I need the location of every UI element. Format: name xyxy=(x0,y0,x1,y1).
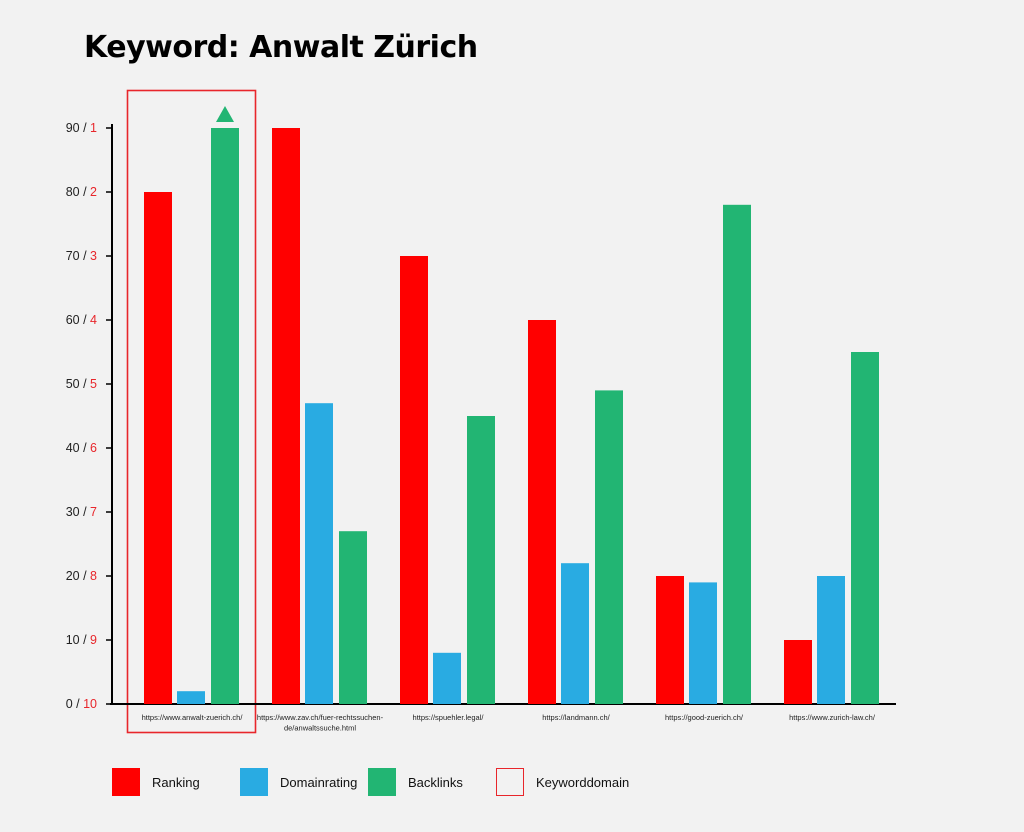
bar-ranking-6 xyxy=(784,640,812,704)
y-tick-label-40: 40 / 6 xyxy=(66,441,97,455)
y-tick-rank-label: 10 xyxy=(83,697,97,711)
y-tick-label-60: 60 / 4 xyxy=(66,313,97,327)
y-tick-value-label: 20 / xyxy=(66,569,90,583)
legend-item-ranking: Ranking xyxy=(112,766,200,798)
bar-domainrating-2 xyxy=(305,403,333,704)
y-tick-value-label: 50 / xyxy=(66,377,90,391)
bar-ranking-4 xyxy=(528,320,556,704)
legend-item-domainrating: Domainrating xyxy=(240,766,357,798)
bar-ranking-3 xyxy=(400,256,428,704)
y-tick-label-20: 20 / 8 xyxy=(66,569,97,583)
y-tick-label-30: 30 / 7 xyxy=(66,505,97,519)
bar-ranking-2 xyxy=(272,128,300,704)
y-tick-rank-label: 7 xyxy=(90,505,97,519)
bar-backlinks-2 xyxy=(339,531,367,704)
bar-backlinks-1 xyxy=(211,128,239,704)
y-tick-rank-label: 8 xyxy=(90,569,97,583)
y-tick-label-80: 80 / 2 xyxy=(66,185,97,199)
x-tick-label-4: https://landmann.ch/ xyxy=(542,713,610,722)
y-tick-value-label: 80 / xyxy=(66,185,90,199)
y-tick-label-70: 70 / 3 xyxy=(66,249,97,263)
x-tick-label-1: https://www.anwalt-zuerich.ch/ xyxy=(142,713,244,722)
y-tick-rank-label: 5 xyxy=(90,377,97,391)
legend-swatch-backlinks xyxy=(368,768,396,796)
y-tick-value-label: 70 / xyxy=(66,249,90,263)
bar-domainrating-3 xyxy=(433,652,461,704)
y-tick-value-label: 90 / xyxy=(66,121,90,135)
y-tick-rank-label: 1 xyxy=(90,121,97,135)
legend-swatch-ranking xyxy=(112,768,140,796)
bar-backlinks-6 xyxy=(851,352,879,704)
x-tick-label-5: https://good-zuerich.ch/ xyxy=(665,713,744,722)
y-tick-rank-label: 6 xyxy=(90,441,97,455)
x-tick-label-2-line-1: https://www.zav.ch/fuer-rechtssuchen- xyxy=(257,713,384,722)
legend-item-keyworddomain: Keyworddomain xyxy=(496,766,629,798)
legend-swatch-domainrating xyxy=(240,768,268,796)
legend-swatch-keyworddomain xyxy=(496,768,524,796)
highlight-triangle-marker xyxy=(216,106,234,122)
bar-backlinks-4 xyxy=(595,390,623,704)
x-tick-label-3: https://spuehler.legal/ xyxy=(413,713,485,722)
y-tick-value-label: 0 / xyxy=(66,697,83,711)
chart-title: Keyword: Anwalt Zürich xyxy=(84,30,478,65)
y-tick-label-50: 50 / 5 xyxy=(66,377,97,391)
y-tick-label-0: 0 / 10 xyxy=(66,697,97,711)
x-tick-label-2-line-2: de/anwaltssuche.html xyxy=(284,724,356,733)
y-tick-value-label: 10 / xyxy=(66,633,90,647)
y-tick-value-label: 30 / xyxy=(66,505,90,519)
bar-ranking-5 xyxy=(656,576,684,704)
y-tick-label-90: 90 / 1 xyxy=(66,121,97,135)
keyworddomain-highlight-box xyxy=(126,89,257,734)
legend-label-domainrating: Domainrating xyxy=(280,774,358,790)
y-tick-rank-label: 2 xyxy=(90,185,97,199)
legend-label-keyworddomain: Keyworddomain xyxy=(536,774,630,790)
y-tick-value-label: 40 / xyxy=(66,441,90,455)
legend-label-backlinks: Backlinks xyxy=(408,774,463,790)
bar-domainrating-6 xyxy=(817,576,845,704)
y-tick-label-10: 10 / 9 xyxy=(66,633,97,647)
bar-domainrating-4 xyxy=(561,563,589,704)
y-tick-rank-label: 3 xyxy=(90,249,97,263)
bar-ranking-1 xyxy=(144,192,172,704)
bar-domainrating-1 xyxy=(177,691,205,704)
y-tick-value-label: 60 / xyxy=(66,313,90,327)
bar-backlinks-5 xyxy=(723,204,751,705)
bar-domainrating-5 xyxy=(689,582,717,704)
legend: Ranking Domainrating Backlinks Keyworddo… xyxy=(0,766,1024,800)
bar-backlinks-3 xyxy=(467,416,495,704)
y-tick-rank-label: 9 xyxy=(90,633,97,647)
legend-label-ranking: Ranking xyxy=(152,774,200,790)
legend-item-backlinks: Backlinks xyxy=(368,766,463,798)
y-tick-rank-label: 4 xyxy=(90,313,97,327)
x-tick-label-6: https://www.zurich-law.ch/ xyxy=(789,713,876,722)
